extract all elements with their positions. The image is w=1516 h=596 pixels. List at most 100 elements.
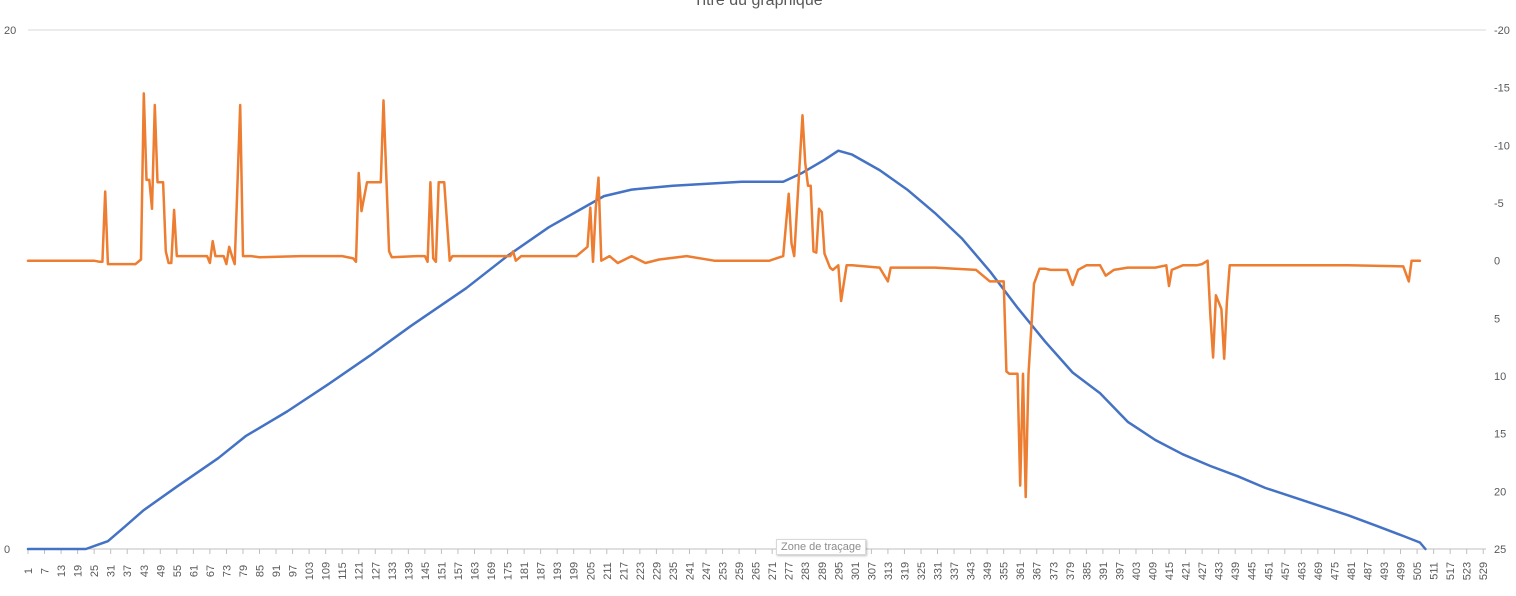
x-tick-label: 355 [999, 562, 1011, 580]
x-tick-label: 337 [949, 562, 961, 580]
x-tick-label: 157 [453, 562, 465, 580]
x-tick-label: 379 [1065, 562, 1077, 580]
x-tick-label: 151 [436, 562, 448, 580]
y-right-tick-label: 0 [1494, 256, 1500, 268]
x-tick-label: 121 [354, 562, 366, 580]
x-tick-label: 211 [602, 562, 614, 580]
x-tick-label: 97 [288, 565, 300, 577]
x-tick-label: 229 [651, 562, 663, 580]
x-tick-label: 13 [56, 565, 68, 577]
y-left-tick-label: 20 [4, 25, 16, 37]
x-tick-label: 481 [1346, 562, 1358, 580]
x-tick-label: 91 [271, 565, 283, 577]
x-tick-label: 427 [1197, 562, 1209, 580]
x-tick-label: 85 [255, 565, 267, 577]
x-tick-label: 325 [916, 562, 928, 580]
x-tick-label: 301 [850, 562, 862, 580]
x-tick-label: 265 [751, 562, 763, 580]
x-tick-label: 145 [420, 562, 432, 580]
y-right-tick-label: -10 [1494, 140, 1510, 152]
x-tick-label: 295 [833, 562, 845, 580]
x-tick-label: 49 [155, 565, 167, 577]
x-tick-label: 271 [767, 562, 779, 580]
x-tick-label: 487 [1362, 562, 1374, 580]
x-tick-label: 115 [337, 562, 349, 580]
x-tick-label: 241 [684, 562, 696, 580]
x-tick-label: 331 [933, 562, 945, 580]
x-tick-label: 43 [139, 565, 151, 577]
x-tick-label: 373 [1048, 562, 1060, 580]
y-right-tick-label: 25 [1494, 544, 1506, 556]
x-tick-label: 313 [883, 562, 895, 580]
x-tick-label: 127 [370, 562, 382, 580]
x-tick-label: 109 [321, 562, 333, 580]
x-tick-label: 193 [552, 562, 564, 580]
x-tick-label: 163 [469, 562, 481, 580]
x-tick-label: 7 [40, 568, 52, 574]
y-left-tick-label: 0 [4, 544, 10, 556]
x-tick-label: 529 [1478, 562, 1490, 580]
x-tick-label: 103 [304, 562, 316, 580]
x-tick-label: 445 [1247, 562, 1259, 580]
x-tick-label: 385 [1081, 562, 1093, 580]
x-tick-label: 223 [635, 562, 647, 580]
x-tick-label: 421 [1181, 562, 1193, 580]
x-tick-label: 67 [205, 565, 217, 577]
x-tick-label: 457 [1280, 562, 1292, 580]
x-tick-label: 169 [486, 562, 498, 580]
x-tick-label: 1 [23, 568, 35, 574]
x-tick-label: 253 [718, 562, 730, 580]
x-tick-label: 415 [1164, 562, 1176, 580]
x-tick-label: 493 [1379, 562, 1391, 580]
x-tick-label: 403 [1131, 562, 1143, 580]
x-tick-label: 133 [387, 562, 399, 580]
x-tick-label: 187 [536, 562, 548, 580]
x-tick-label: 523 [1462, 562, 1474, 580]
x-tick-label: 307 [866, 562, 878, 580]
x-tick-label: 517 [1445, 562, 1457, 580]
x-tick-label: 343 [966, 562, 978, 580]
chart-title: Titre du graphique [693, 0, 823, 9]
x-tick-label: 235 [668, 562, 680, 580]
x-tick-label: 439 [1230, 562, 1242, 580]
x-tick-label: 505 [1412, 562, 1424, 580]
x-tick-label: 31 [106, 565, 118, 577]
x-tick-label: 277 [784, 562, 796, 580]
x-tick-label: 283 [800, 562, 812, 580]
x-tick-label: 217 [618, 562, 630, 580]
x-tick-label: 475 [1329, 562, 1341, 580]
x-tick-label: 451 [1263, 562, 1275, 580]
x-tick-label: 55 [172, 565, 184, 577]
x-tick-label: 181 [519, 562, 531, 580]
x-tick-label: 361 [1015, 562, 1027, 580]
x-tick-label: 175 [503, 562, 515, 580]
x-tick-label: 463 [1296, 562, 1308, 580]
x-tick-label: 199 [569, 562, 581, 580]
x-tick-label: 511 [1429, 562, 1441, 580]
series-line-2 [26, 92, 1422, 499]
series-line-1 [26, 149, 1427, 551]
y-right-tick-label: -5 [1494, 198, 1504, 210]
x-tick-label: 19 [73, 565, 85, 577]
x-tick-label: 397 [1114, 562, 1126, 580]
x-tick-label: 319 [899, 562, 911, 580]
x-tick-label: 247 [701, 562, 713, 580]
x-tick-label: 25 [89, 565, 101, 577]
y-right-tick-label: 15 [1494, 429, 1506, 441]
x-tick-label: 349 [982, 562, 994, 580]
x-tick-label: 139 [403, 562, 415, 580]
x-tick-label: 469 [1313, 562, 1325, 580]
x-tick-label: 79 [238, 565, 250, 577]
x-tick-label: 289 [817, 562, 829, 580]
plot-area-tooltip: Zone de traçage [776, 539, 867, 555]
x-tick-label: 499 [1396, 562, 1408, 580]
y-right-tick-label: 20 [1494, 486, 1506, 498]
y-right-tick-label: 5 [1494, 313, 1500, 325]
x-tick-label: 409 [1148, 562, 1160, 580]
y-right-tick-label: 10 [1494, 371, 1506, 383]
x-tick-label: 61 [188, 565, 200, 577]
x-tick-label: 367 [1032, 562, 1044, 580]
y-right-tick-label: -15 [1494, 83, 1510, 95]
x-tick-label: 259 [734, 562, 746, 580]
